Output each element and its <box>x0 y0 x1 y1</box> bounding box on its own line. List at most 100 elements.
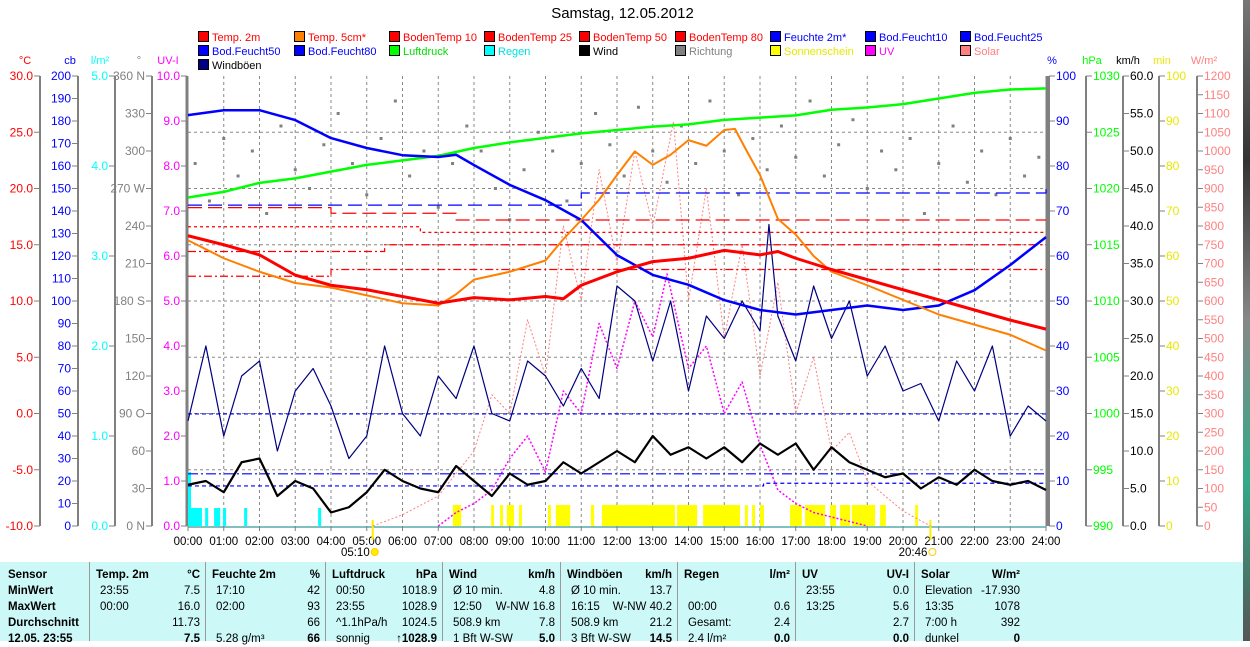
series-line-boden-temp-50 <box>188 226 1046 233</box>
axis-tick-label: 20 <box>58 474 72 488</box>
table-cell-value: 2.4 <box>774 617 790 629</box>
axis-tick-label: 70 <box>1056 204 1070 218</box>
column-header: Temp. 2m <box>96 569 149 581</box>
wind-direction-point <box>222 137 226 140</box>
rain-bar <box>223 508 227 526</box>
table-cell-label: 23:55 <box>806 585 835 597</box>
table-cell-label: Ø 10 min. <box>453 585 503 597</box>
axis-tick-label: 900 <box>1204 182 1224 196</box>
table-cell-value <box>683 583 790 599</box>
rain-bar <box>318 508 322 526</box>
axis-tick-label: 650 <box>1204 275 1224 289</box>
table-cell-value: 21.2 <box>649 617 672 629</box>
legend-swatch-icon <box>960 45 971 56</box>
table-column: Regen l/m² 00:00 0.6 Gesamt: 2.4 2.4 l/m² 0.0 <box>677 562 796 645</box>
wind-direction-point <box>751 137 755 140</box>
axis-tick-label: 50 <box>1056 294 1070 308</box>
axis-tick-label: 190 <box>51 92 71 106</box>
wind-direction-point <box>479 149 483 153</box>
axis-tick-label: 1030 <box>1093 69 1120 83</box>
axis-tick-label: 30.0 <box>10 69 34 83</box>
axis-tick-label: 995 <box>1093 463 1113 477</box>
legend-item: Windböen <box>198 59 262 72</box>
axis-tick-label: 850 <box>1204 200 1224 214</box>
legend-label: Bod.Feucht25 <box>974 32 1043 44</box>
table-cell-value: 66 <box>307 633 320 645</box>
table-cell-value: 14.5 <box>649 633 672 645</box>
axis-tick-label: 450 <box>1204 350 1224 364</box>
table-column: UV UV-I 23:55 0.0 13:25 5.6 2.7 0.0 <box>795 562 915 645</box>
table-cell-label: 00:50 <box>336 585 365 597</box>
x-tick-label: 17:00 <box>781 536 810 548</box>
wind-direction-point <box>665 180 669 184</box>
table-cell-value: 7.5 <box>184 585 200 597</box>
axis-tick-label: 4.0 <box>163 339 180 353</box>
axis-tick-label: 7.0 <box>163 204 180 218</box>
x-tick-label: 13:00 <box>638 536 667 548</box>
legend-item: BodenTemp 10 <box>389 31 477 44</box>
series-line-wind <box>187 434 1047 514</box>
axis-tick-label: 10.0 <box>10 294 34 308</box>
axis-tick-label: 5.0 <box>1130 482 1147 496</box>
axis-tick-label: 1015 <box>1093 238 1120 252</box>
chart-title: Samstag, 12.05.2012 <box>551 5 694 22</box>
wind-direction-point <box>236 174 240 178</box>
table-cell-label: 13:35 <box>925 601 954 613</box>
column-unit: km/h <box>645 569 672 581</box>
axis-tick-label: 20 <box>1056 429 1070 443</box>
table-cell-label: 23:55 <box>336 601 365 613</box>
legend-swatch-icon <box>770 31 781 42</box>
series-line-boden-temp-10 <box>188 268 1046 277</box>
legend-item: Richtung <box>675 45 732 58</box>
axis-tick-label: 120 <box>51 249 71 263</box>
axis-tick-label: 60 <box>1056 249 1070 263</box>
wind-direction-point <box>622 174 626 178</box>
axis-unit-label: cb <box>64 55 76 67</box>
table-cell-value: 93 <box>307 601 320 613</box>
wind-direction-point <box>1037 155 1041 159</box>
axis-tick-label: 90 <box>1056 114 1070 128</box>
table-cell-value: 0.0 <box>893 633 909 645</box>
x-tick-label: 12:00 <box>603 536 632 548</box>
wind-direction-point <box>708 99 712 103</box>
legend-item: Regen <box>484 45 530 58</box>
series-line-temp-5cm <box>187 127 1047 352</box>
wind-direction-point <box>336 112 340 115</box>
sunshine-bar <box>703 505 740 526</box>
axis-tick-label: 80 <box>1056 159 1070 173</box>
table-cell-label: ^1.1hPa/h <box>336 617 388 629</box>
wind-direction-point <box>408 174 412 178</box>
axis-tick-label: 0 <box>1204 519 1211 533</box>
table-cell-label: 17:10 <box>216 585 245 597</box>
axis-tick-label: 1.0 <box>91 429 108 443</box>
legend-swatch-icon <box>484 45 495 56</box>
table-cell-label: 12:50 <box>453 601 482 613</box>
wind-direction-point <box>350 162 354 165</box>
axis-tick-label: 10 <box>58 497 72 511</box>
axis-tick-label: 35.0 <box>1130 257 1154 271</box>
wind-direction-point <box>765 168 769 172</box>
axis-tick-label: -5.0 <box>12 463 33 477</box>
column-unit: km/h <box>528 569 555 581</box>
axis-tick-label: 70 <box>58 362 72 376</box>
wind-direction-point <box>293 168 297 172</box>
x-tick-label: 15:00 <box>710 536 739 548</box>
x-tick-label: 02:00 <box>245 536 274 548</box>
x-tick-label: 03:00 <box>281 536 310 548</box>
row-label: MinWert <box>8 585 54 597</box>
legend-label: Temp. 2m <box>212 32 261 44</box>
axis-unit-label: hPa <box>1082 55 1102 67</box>
legend-item: Temp. 2m <box>198 31 260 44</box>
x-tick-label: 05:00 <box>352 536 381 548</box>
table-cell-value: 392 <box>1000 617 1020 629</box>
x-tick-label: 18:00 <box>817 536 846 548</box>
legend-item: Bod.Feucht10 <box>865 31 948 44</box>
legend-swatch-icon <box>675 31 686 42</box>
x-tick-label: 06:00 <box>388 536 417 548</box>
wind-direction-point <box>608 143 612 147</box>
wind-direction-point <box>451 162 455 165</box>
axis-unit-label: l/m² <box>91 55 110 67</box>
axis-tick-label: 950 <box>1204 163 1224 177</box>
axis-tick-label: 20 <box>1166 429 1180 443</box>
axis-tick-label: 60 <box>132 444 146 458</box>
